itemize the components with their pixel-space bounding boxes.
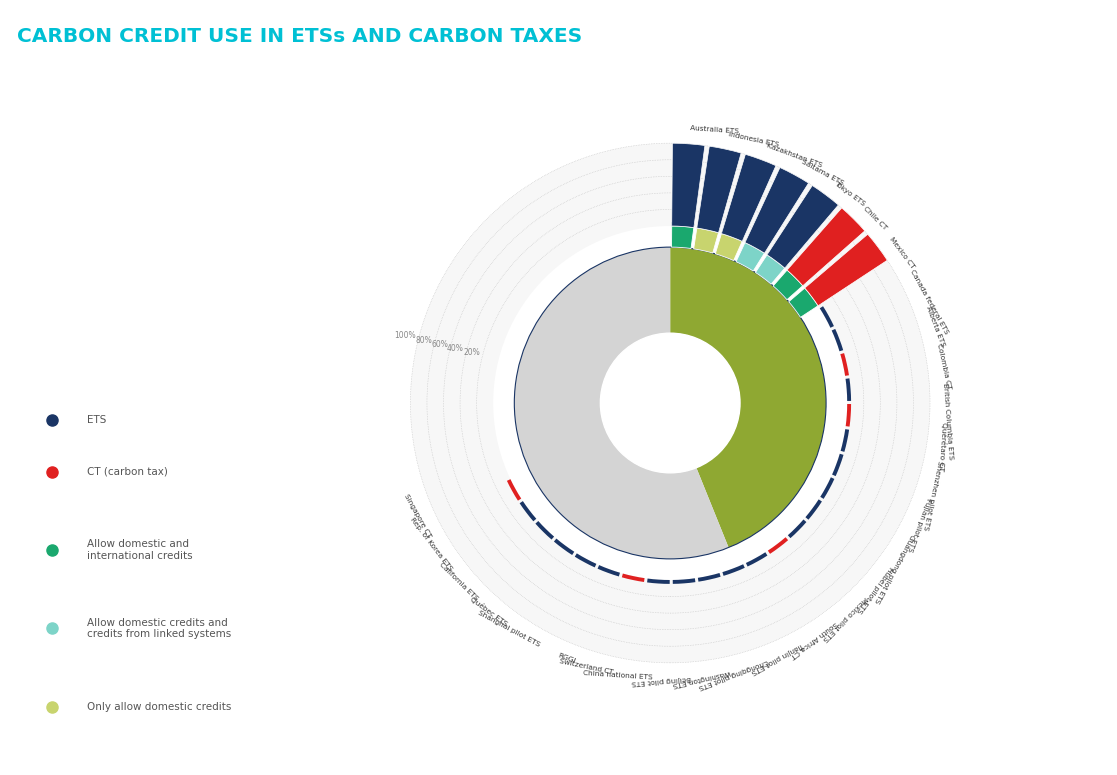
Wedge shape	[554, 539, 574, 555]
Wedge shape	[820, 306, 834, 328]
Wedge shape	[787, 208, 865, 286]
Wedge shape	[598, 565, 620, 577]
Wedge shape	[672, 578, 696, 584]
Wedge shape	[841, 429, 849, 452]
Text: 100%: 100%	[394, 331, 416, 340]
Text: use of: use of	[655, 425, 686, 436]
Wedge shape	[647, 579, 670, 584]
Wedge shape	[722, 154, 776, 241]
Wedge shape	[671, 222, 695, 228]
Wedge shape	[846, 378, 851, 401]
Wedge shape	[745, 167, 809, 253]
Wedge shape	[670, 247, 827, 547]
Wedge shape	[697, 146, 742, 232]
Wedge shape	[804, 285, 821, 306]
Text: Saitama ETS: Saitama ETS	[801, 159, 844, 186]
Text: British Columbia ETS: British Columbia ETS	[942, 382, 954, 460]
Wedge shape	[736, 243, 764, 271]
Text: 60%: 60%	[431, 339, 448, 349]
Text: 40%: 40%	[447, 344, 464, 353]
Text: offsets: offsets	[652, 450, 688, 460]
Text: Hubei pilot ETS: Hubei pilot ETS	[856, 565, 894, 614]
Wedge shape	[722, 230, 744, 241]
Text: Canada federal ETS: Canada federal ETS	[909, 269, 949, 336]
Text: Chile CT: Chile CT	[862, 206, 888, 232]
Text: Chongqing pilot ETS: Chongqing pilot ETS	[697, 658, 768, 690]
Wedge shape	[535, 521, 554, 539]
Text: Allow domestic credits and
credits from linked systems: Allow domestic credits and credits from …	[87, 618, 231, 639]
Text: Shanghai pilot ETS: Shanghai pilot ETS	[477, 610, 542, 648]
Wedge shape	[622, 574, 645, 582]
Wedge shape	[671, 226, 694, 249]
Text: 80%: 80%	[416, 336, 432, 345]
Text: CT (carbon tax): CT (carbon tax)	[87, 467, 168, 477]
Wedge shape	[832, 329, 843, 351]
Wedge shape	[715, 233, 742, 260]
Wedge shape	[745, 239, 766, 253]
Wedge shape	[767, 537, 789, 554]
Text: Switzerland CT: Switzerland CT	[558, 658, 614, 675]
Text: Australia ETS: Australia ETS	[689, 126, 738, 135]
Text: Rep. of Korea ETS: Rep. of Korea ETS	[409, 516, 454, 571]
Wedge shape	[694, 228, 718, 253]
Wedge shape	[789, 288, 818, 317]
Wedge shape	[832, 453, 843, 476]
Wedge shape	[575, 553, 596, 567]
Text: Mexico CT: Mexico CT	[888, 236, 916, 270]
Text: Beijing pilot ETS: Beijing pilot ETS	[631, 674, 691, 685]
Text: ETS: ETS	[87, 415, 106, 425]
Text: Shenzhen pilot ETS: Shenzhen pilot ETS	[922, 460, 943, 531]
Wedge shape	[514, 247, 728, 559]
Wedge shape	[697, 224, 719, 232]
Wedge shape	[519, 501, 536, 522]
Text: China national ETS: China national ETS	[583, 670, 652, 680]
Wedge shape	[767, 185, 839, 268]
Wedge shape	[755, 255, 785, 284]
Text: Fujian pilot ETS: Fujian pilot ETS	[906, 498, 932, 553]
Wedge shape	[773, 270, 803, 300]
Text: Washington ETS: Washington ETS	[671, 669, 731, 687]
Text: Singapore CT: Singapore CT	[403, 493, 432, 539]
Text: Guangdong pilot ETS: Guangdong pilot ETS	[873, 532, 915, 604]
Text: Tokyo ETS: Tokyo ETS	[833, 180, 866, 207]
Wedge shape	[507, 479, 522, 501]
Text: Colombia CT: Colombia CT	[936, 343, 952, 390]
Text: Only allow domestic credits: Only allow domestic credits	[87, 702, 231, 711]
Wedge shape	[767, 252, 787, 268]
Text: Allow domestic and
international credits: Allow domestic and international credits	[87, 539, 193, 561]
Text: CARBON CREDIT USE IN ETSs AND CARBON TAXES: CARBON CREDIT USE IN ETSs AND CARBON TAX…	[17, 27, 582, 46]
Text: RGGI: RGGI	[557, 653, 576, 664]
Text: Mexico pilot ETS: Mexico pilot ETS	[821, 594, 868, 642]
Text: Quérétaro CT: Quérétaro CT	[938, 422, 948, 471]
Text: 40%: 40%	[647, 374, 694, 393]
Wedge shape	[805, 499, 822, 520]
Text: Alberta ETS: Alberta ETS	[925, 305, 946, 347]
Wedge shape	[698, 573, 720, 582]
Wedge shape	[787, 267, 805, 286]
Circle shape	[600, 333, 741, 473]
Wedge shape	[846, 404, 851, 427]
Text: 20%: 20%	[464, 349, 480, 357]
Text: Indonesia ETS: Indonesia ETS	[728, 131, 780, 148]
Wedge shape	[671, 143, 705, 228]
Text: Tianjin pilot ETS: Tianjin pilot ETS	[750, 642, 805, 675]
Text: Québec ETS: Québec ETS	[469, 596, 508, 628]
Wedge shape	[723, 564, 745, 576]
Wedge shape	[804, 234, 887, 306]
Wedge shape	[820, 477, 834, 499]
Text: California ETS: California ETS	[438, 561, 479, 601]
Wedge shape	[410, 143, 930, 663]
Wedge shape	[746, 553, 767, 567]
Text: Kazakhstan ETS: Kazakhstan ETS	[765, 142, 822, 168]
Text: allow the: allow the	[647, 401, 694, 412]
Wedge shape	[840, 353, 849, 376]
Wedge shape	[787, 519, 806, 538]
Text: South Africa CT: South Africa CT	[790, 620, 838, 660]
